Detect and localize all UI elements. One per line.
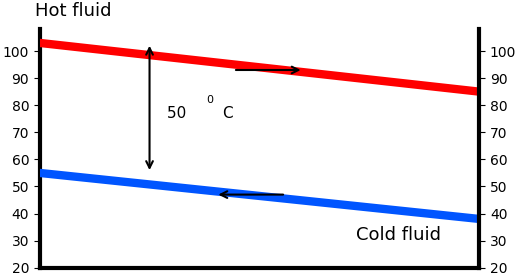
Text: 0: 0	[207, 95, 214, 105]
Text: Cold fluid: Cold fluid	[356, 226, 441, 244]
Text: Hot fluid: Hot fluid	[35, 2, 112, 20]
Text: C: C	[222, 106, 233, 121]
Text: 50: 50	[167, 106, 192, 121]
